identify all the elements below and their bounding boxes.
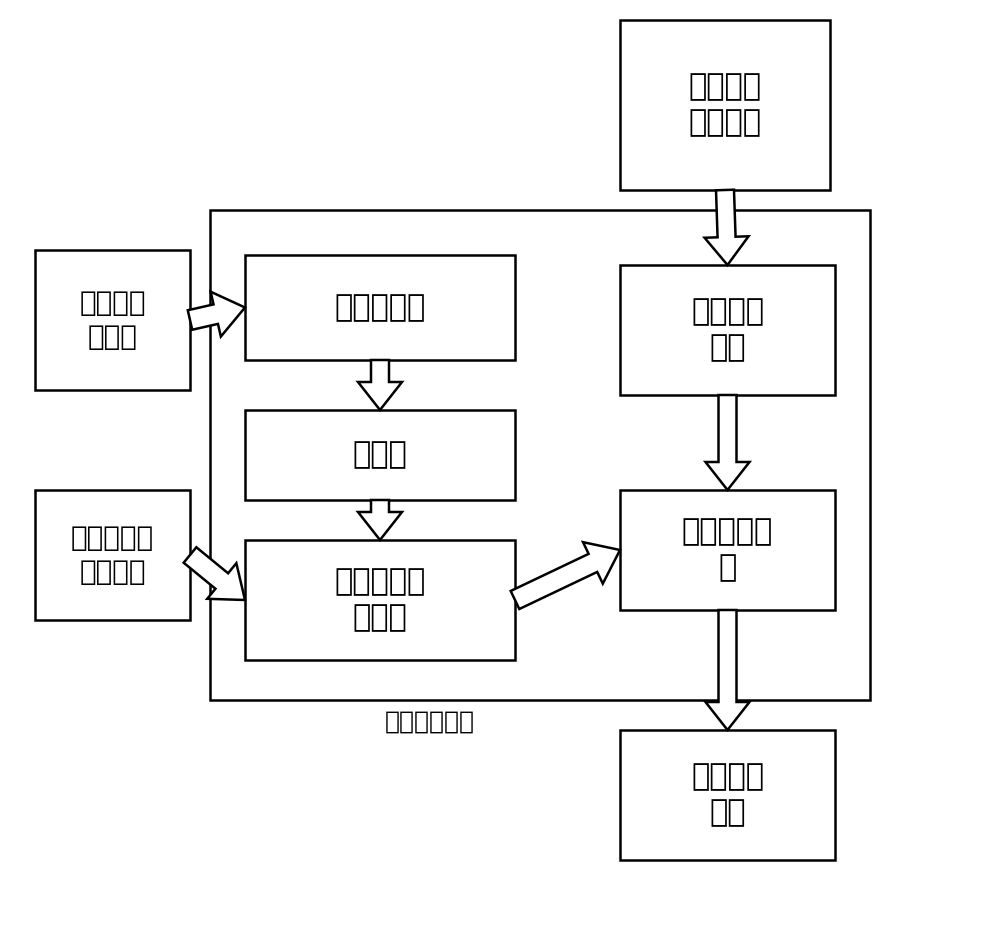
Bar	[35, 490, 190, 620]
Polygon shape	[184, 547, 245, 600]
Bar	[35, 250, 190, 390]
Bar	[245, 410, 515, 500]
Polygon shape	[706, 395, 750, 490]
Text: 辐照度测
量数据: 辐照度测 量数据	[79, 289, 146, 351]
Polygon shape	[511, 542, 620, 609]
Text: 辐照度计算: 辐照度计算	[334, 293, 426, 322]
Text: 发电效率计
算: 发电效率计 算	[682, 517, 773, 583]
Text: 输出功率
计算: 输出功率 计算	[691, 298, 764, 362]
Bar	[620, 265, 835, 395]
Text: 辐照度: 辐照度	[353, 441, 407, 469]
Polygon shape	[706, 610, 750, 730]
Text: 理论发电功
率计算: 理论发电功 率计算	[334, 568, 426, 633]
Bar	[620, 20, 830, 190]
Polygon shape	[358, 360, 402, 410]
Text: 数据处理模块: 数据处理模块	[385, 710, 475, 734]
Bar	[620, 490, 835, 610]
Text: 并网点电
压、电流: 并网点电 压、电流	[688, 73, 762, 137]
Text: 组件转换效
率，尺寸: 组件转换效 率，尺寸	[71, 524, 154, 587]
Bar	[245, 540, 515, 660]
Polygon shape	[358, 500, 402, 540]
Polygon shape	[705, 190, 749, 265]
Bar	[210, 210, 870, 700]
Bar	[245, 255, 515, 360]
Polygon shape	[188, 291, 245, 337]
Text: 实时发电
效率: 实时发电 效率	[691, 762, 764, 828]
Bar	[620, 730, 835, 860]
